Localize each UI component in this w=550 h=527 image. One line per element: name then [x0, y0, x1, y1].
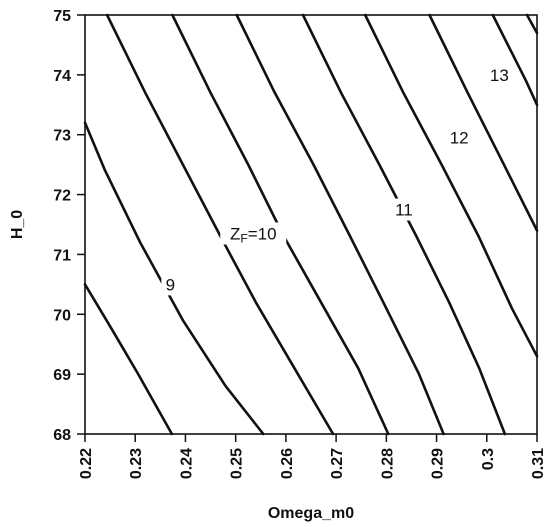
x-tick-label: 0.28	[379, 448, 396, 479]
y-tick-label: 69	[53, 367, 71, 384]
contour-line-0	[83, 283, 174, 436]
contour-line-8	[491, 13, 539, 107]
y-axis-ticks: 68 69 70 71 72 73 74 75	[53, 8, 85, 444]
contour-lines	[83, 13, 539, 436]
y-tick-label: 73	[53, 128, 71, 145]
contour-label-0: 9	[166, 275, 175, 294]
contour-line-6	[363, 13, 539, 358]
contour-labels: 9 ZF=10 11 12 13	[161, 63, 514, 296]
y-tick-label: 68	[53, 427, 71, 444]
x-tick-label: 0.27	[329, 448, 346, 479]
x-tick-label: 0.23	[128, 448, 145, 479]
y-axis-title: H_0	[9, 210, 26, 239]
y-tick-label: 74	[53, 68, 71, 85]
x-tick-label: 0.22	[78, 448, 95, 479]
contour-label-3: 12	[450, 129, 469, 148]
x-tick-label: 0.3	[480, 448, 497, 470]
y-tick-label: 72	[53, 188, 71, 205]
x-tick-label: 0.24	[178, 448, 195, 479]
x-axis-ticks: 0.22 0.23 0.24 0.25 0.26 0.27 0.28 0.29 0.3 0.31	[78, 434, 547, 479]
contour-label-4: 13	[490, 66, 509, 85]
contour-label-bg	[485, 63, 514, 86]
contour-label-2: 11	[395, 201, 413, 220]
contour-label-bg	[389, 198, 418, 221]
plot-frame	[84, 14, 538, 435]
x-tick-label: 0.26	[279, 448, 296, 479]
x-axis-title: Omega_m0	[268, 505, 354, 522]
contour-label-bg	[220, 222, 287, 245]
y-tick-label: 71	[53, 247, 71, 264]
contour-label-bg	[161, 273, 180, 296]
contour-label-bg	[445, 126, 474, 149]
contour-line-5	[301, 13, 507, 436]
contour-line-4	[235, 13, 445, 436]
contour-line-7	[428, 13, 539, 232]
x-tick-label: 0.29	[430, 448, 447, 479]
contour-line-9	[525, 13, 539, 35]
y-tick-label: 70	[53, 307, 71, 324]
contour-label-1: ZF=10	[230, 224, 277, 245]
x-tick-label: 0.25	[229, 448, 246, 479]
x-tick-label: 0.31	[530, 448, 547, 479]
contour-line-2	[105, 13, 335, 436]
y-tick-label: 75	[53, 8, 71, 25]
